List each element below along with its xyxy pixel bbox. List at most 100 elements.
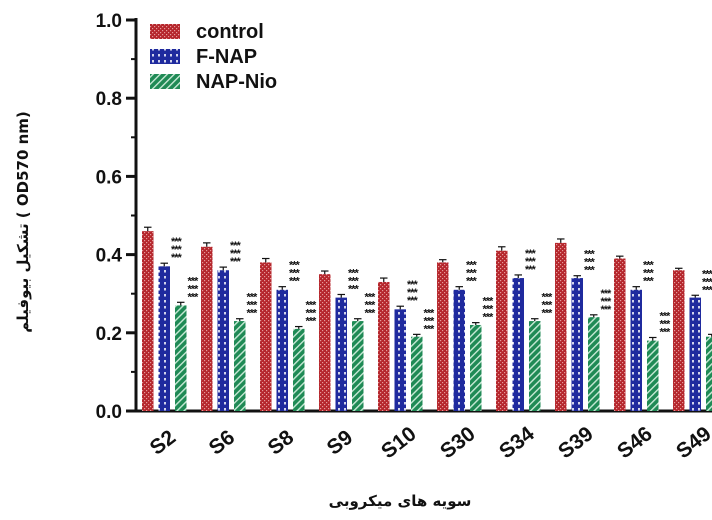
- bar: [158, 266, 170, 411]
- category-label: S10: [377, 422, 421, 463]
- significance-star: ***: [601, 288, 613, 300]
- y-axis: 0.0 0.2 0.4 0.6 0.8 1.0: [96, 11, 138, 423]
- y-tick-label: 0.0: [96, 402, 122, 423]
- significance-star: ***: [247, 300, 259, 312]
- legend-label: NAP-Nio: [196, 71, 277, 93]
- significance-star: ***: [230, 240, 242, 252]
- significance-star: ***: [660, 326, 672, 338]
- bar: [319, 274, 331, 411]
- bar: [142, 231, 154, 411]
- significance-star: ***: [188, 275, 200, 287]
- significance-star: ***: [466, 260, 478, 272]
- significance-star: ***: [660, 318, 672, 330]
- legend-swatch: [150, 74, 180, 89]
- significance-star: ***: [601, 296, 613, 308]
- significance-star: ***: [365, 300, 377, 312]
- bar: [394, 309, 406, 411]
- significance-star: ***: [407, 279, 419, 291]
- significance-star: ***: [584, 265, 596, 277]
- bar: [453, 289, 465, 411]
- bar: [706, 336, 712, 411]
- category-label: S6: [205, 426, 239, 460]
- significance-star: ***: [365, 292, 377, 304]
- significance-star: ***: [348, 283, 360, 295]
- significance-star: ***: [643, 260, 655, 272]
- significance-star: ***: [348, 267, 360, 279]
- significance-star: ***: [247, 308, 259, 320]
- y-tick-label: 0.8: [96, 89, 122, 110]
- legend-swatch: [150, 49, 180, 64]
- significance-star: ***: [483, 296, 495, 308]
- significance-star: ***: [247, 292, 259, 304]
- significance-star: ***: [407, 295, 419, 307]
- significance-star: ***: [466, 276, 478, 288]
- significance-star: ***: [702, 284, 712, 296]
- category-label: S46: [613, 422, 657, 463]
- bar: [673, 270, 685, 411]
- bar: [470, 324, 482, 411]
- significance-star: ***: [407, 287, 419, 299]
- bar: [588, 317, 600, 411]
- significance-star: ***: [525, 256, 537, 268]
- legend-swatch: [150, 24, 180, 39]
- category-label: S30: [436, 422, 480, 463]
- legend: control F-NAP NAP-Nio: [150, 21, 277, 93]
- bar: [276, 289, 288, 411]
- significance-star: ***: [424, 307, 436, 319]
- significance-star: ***: [289, 276, 301, 288]
- significance-star: ***: [306, 316, 318, 328]
- significance-star: ***: [660, 310, 672, 322]
- significance-star: ***: [348, 275, 360, 287]
- category-label: S2: [146, 426, 180, 460]
- bar: [352, 321, 364, 411]
- significance-star: ***: [702, 276, 712, 288]
- significance-star: ***: [483, 304, 495, 316]
- bar: [529, 321, 541, 411]
- significance-star: ***: [306, 308, 318, 320]
- significance-star: ***: [188, 291, 200, 303]
- significance-star: ***: [230, 248, 242, 260]
- bar: [571, 278, 583, 411]
- significance-star: ***: [702, 268, 712, 280]
- bar: [555, 242, 567, 411]
- significance-star: ***: [542, 308, 554, 320]
- bars: ****************************************…: [142, 226, 712, 411]
- significance-star: ***: [643, 276, 655, 288]
- legend-label: control: [196, 21, 264, 43]
- bar: [293, 328, 305, 411]
- bar: [260, 262, 272, 411]
- significance-star: ***: [584, 257, 596, 269]
- bar: [217, 270, 229, 411]
- bar: [512, 278, 524, 411]
- y-tick-label: 0.6: [96, 167, 122, 188]
- bar: [647, 340, 659, 411]
- significance-star: ***: [188, 283, 200, 295]
- significance-star: ***: [542, 300, 554, 312]
- category-label: S9: [323, 426, 357, 460]
- bar: [175, 305, 187, 411]
- significance-star: ***: [542, 292, 554, 304]
- significance-star: ***: [289, 268, 301, 280]
- significance-star: ***: [483, 312, 495, 324]
- significance-star: ***: [584, 249, 596, 261]
- category-label: S8: [264, 426, 299, 460]
- significance-star: ***: [171, 236, 183, 248]
- x-axis: S2 S6 S8 S9 S10 S30 S34 S39 S46 S49: [134, 409, 712, 463]
- significance-star: ***: [525, 248, 537, 260]
- category-label: S34: [495, 422, 539, 463]
- y-tick-label: 1.0: [96, 11, 122, 32]
- category-label: S49: [672, 422, 712, 463]
- bar: [378, 281, 390, 411]
- bar: [614, 258, 626, 411]
- bar: [234, 321, 246, 411]
- significance-star: ***: [424, 315, 436, 327]
- legend-label: F-NAP: [196, 46, 257, 68]
- bar: [411, 336, 423, 411]
- y-tick-label: 0.2: [96, 324, 122, 345]
- significance-star: ***: [171, 244, 183, 256]
- significance-star: ***: [424, 323, 436, 335]
- significance-star: ***: [601, 304, 613, 316]
- y-tick-label: 0.4: [96, 246, 123, 267]
- bar: [689, 297, 701, 411]
